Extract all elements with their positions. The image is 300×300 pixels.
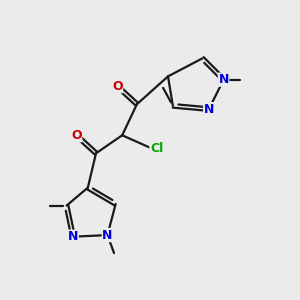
Text: Cl: Cl — [150, 142, 163, 155]
Text: N: N — [204, 103, 214, 116]
Text: N: N — [102, 229, 113, 242]
Text: N: N — [68, 230, 78, 243]
Text: O: O — [71, 129, 82, 142]
Text: N: N — [218, 73, 229, 86]
Text: O: O — [112, 80, 123, 93]
